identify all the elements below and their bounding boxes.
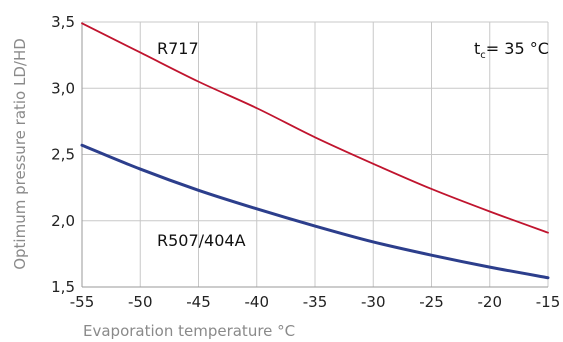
series-line-r717	[81, 22, 549, 234]
x-tick-label: -20	[478, 293, 503, 311]
y-tick-label: 1,5	[51, 278, 75, 296]
y-tick-label: 2,0	[51, 212, 75, 230]
series-line-r507-404a	[80, 143, 550, 280]
y-axis-title: Optimum pressure ratio LD/HD	[11, 38, 29, 270]
series-lines	[80, 22, 550, 280]
x-axis-title: Evaporation temperature °C	[83, 322, 295, 340]
x-tick-label: -40	[245, 293, 270, 311]
annotation-value: = 35 °C	[486, 39, 549, 58]
grid	[81, 21, 549, 288]
y-tick-label: 2,5	[51, 146, 75, 164]
y-tick-label: 3,0	[51, 79, 75, 97]
series-label-r717: R717	[157, 39, 199, 58]
x-tick-label: -30	[361, 293, 386, 311]
x-tick-label: -55	[70, 293, 95, 311]
x-tick-label: -35	[303, 293, 328, 311]
annotation-t: t	[474, 39, 480, 58]
x-tick-label: -45	[186, 293, 211, 311]
y-tick-label: 3,5	[51, 13, 75, 31]
annotation-subscript: c	[480, 50, 486, 61]
x-tick-label: -50	[128, 293, 153, 311]
tick-labels: -55 -50 -45 -40 -35 -30 -25 -20 -15 1,5 2,0 2,5 3,0 3…	[51, 13, 560, 311]
x-tick-label: -15	[536, 293, 561, 311]
x-tick-label: -25	[419, 293, 444, 311]
condensing-temperature-annotation: tc= 35 °C	[474, 39, 549, 61]
series-label-r507-404a: R507/404A	[157, 231, 246, 250]
